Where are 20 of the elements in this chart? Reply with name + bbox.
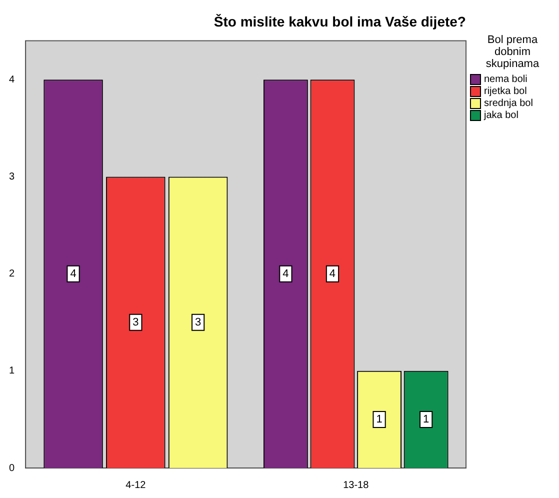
legend-label: rijetka bol xyxy=(484,86,527,97)
legend-label: srednja bol xyxy=(484,98,533,109)
y-tick-label: 4 xyxy=(9,74,15,86)
y-tick-label: 3 xyxy=(9,171,15,182)
y-tick-label: 0 xyxy=(9,462,15,474)
x-tick-label: 13-18 xyxy=(343,480,370,491)
data-label: 1 xyxy=(376,413,382,426)
data-label: 4 xyxy=(329,268,336,280)
legend-label: nema boli xyxy=(484,74,528,85)
x-tick-label: 4-12 xyxy=(126,480,146,491)
data-label: 1 xyxy=(423,413,430,426)
data-label: 3 xyxy=(132,316,139,328)
y-tick-label: 1 xyxy=(9,366,15,377)
legend-title: Bol prema dobnim skupinama xyxy=(484,34,540,70)
chart-title: Što mislite kakvu bol ima Vaše dijete? xyxy=(214,13,466,30)
data-label: 3 xyxy=(195,316,202,328)
y-tick-label: 2 xyxy=(9,268,15,280)
legend-label: jaka bol xyxy=(484,110,518,121)
data-label: 4 xyxy=(70,268,76,280)
data-label: 4 xyxy=(282,268,289,280)
